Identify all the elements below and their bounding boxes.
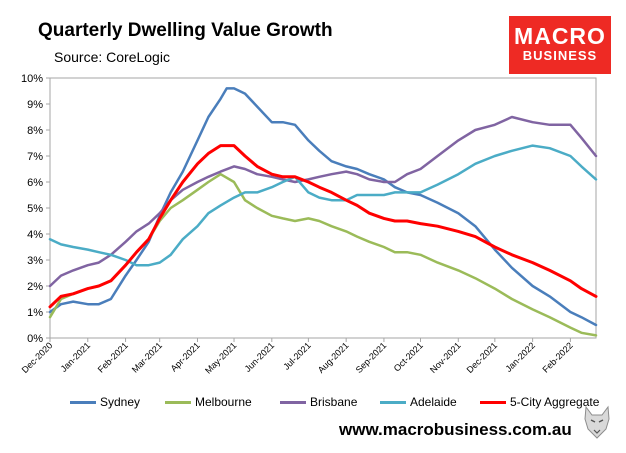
legend-swatch xyxy=(280,401,306,405)
legend-label: Sydney xyxy=(100,395,141,409)
y-tick-label: 5% xyxy=(27,203,43,215)
y-tick-label: 9% xyxy=(27,99,43,111)
legend-swatch xyxy=(165,401,191,405)
legend-label: Melbourne xyxy=(195,395,252,409)
x-tick-label: May-2021 xyxy=(203,340,238,375)
y-tick-label: 4% xyxy=(27,229,43,241)
x-tick-label: Dec-2021 xyxy=(465,340,500,375)
legend-item-brisbane: Brisbane xyxy=(280,395,357,409)
legend-label: Adelaide xyxy=(410,395,457,409)
x-tick-label: Jan-2021 xyxy=(59,340,93,374)
x-tick-label: Aug-2021 xyxy=(316,340,351,375)
chart-legend: Sydney Melbourne Brisbane Adelaide 5-City Ag… xyxy=(70,395,599,415)
x-tick-label: Apr-2021 xyxy=(169,340,202,373)
logo-line-1: MACRO xyxy=(514,23,606,49)
logo-line-2: BUSINESS xyxy=(522,48,598,63)
series-line-adelaide xyxy=(48,144,598,267)
y-tick-label: 3% xyxy=(27,255,43,267)
x-tick-label: Feb-2021 xyxy=(96,340,130,374)
website-url: www.macrobusiness.com.au xyxy=(339,420,572,439)
x-tick-label: Jul-2021 xyxy=(281,340,312,371)
legend-swatch xyxy=(70,401,96,405)
legend-label: 5-City Aggregate xyxy=(510,395,600,409)
x-tick-label: Jan-2022 xyxy=(503,340,537,374)
chart-source: Source: CoreLogic xyxy=(54,49,170,65)
series-line-sydney xyxy=(48,87,598,327)
y-tick-label: 1% xyxy=(27,307,43,319)
x-tick-label: Sep-2021 xyxy=(354,340,389,375)
macrobusiness-logo: MACRO BUSINESS xyxy=(509,16,611,74)
legend-swatch xyxy=(380,401,406,405)
x-tick-label: Nov-2021 xyxy=(428,340,463,375)
y-tick-label: 0% xyxy=(27,333,43,345)
legend-swatch xyxy=(480,401,506,405)
y-tick-label: 6% xyxy=(27,177,43,189)
legend-item-sydney: Sydney xyxy=(70,395,140,409)
series-lines xyxy=(48,87,598,337)
x-tick-label: Mar-2021 xyxy=(130,340,164,374)
legend-item-adelaide: Adelaide xyxy=(380,395,457,409)
y-axis: 0% 1% 2% 3% 4% 5% 6% 7% 8% 9% 10% xyxy=(21,73,50,345)
legend-label: Brisbane xyxy=(310,395,358,409)
chart-title: Quarterly Dwelling Value Growth xyxy=(38,20,333,41)
y-tick-label: 2% xyxy=(27,281,43,293)
wolf-head-icon xyxy=(584,405,610,439)
legend-item-melbourne: Melbourne xyxy=(165,395,252,409)
series-line-brisbane xyxy=(48,115,598,288)
legend-item-5-city-aggregate: 5-City Aggregate xyxy=(480,395,599,409)
y-tick-label: 10% xyxy=(21,73,43,85)
y-tick-label: 8% xyxy=(27,125,43,137)
x-tick-label: Dec-2020 xyxy=(20,340,55,375)
x-tick-label: Feb-2022 xyxy=(541,340,575,374)
y-tick-label: 7% xyxy=(27,151,43,163)
x-tick-label: Oct-2021 xyxy=(392,340,425,373)
series-line-5-city-aggregate xyxy=(48,144,598,309)
x-tick-label: Jun-2021 xyxy=(243,340,277,374)
x-axis: Dec-2020 Jan-2021 Feb-2021 Mar-2021 Apr-2021… xyxy=(20,338,575,376)
